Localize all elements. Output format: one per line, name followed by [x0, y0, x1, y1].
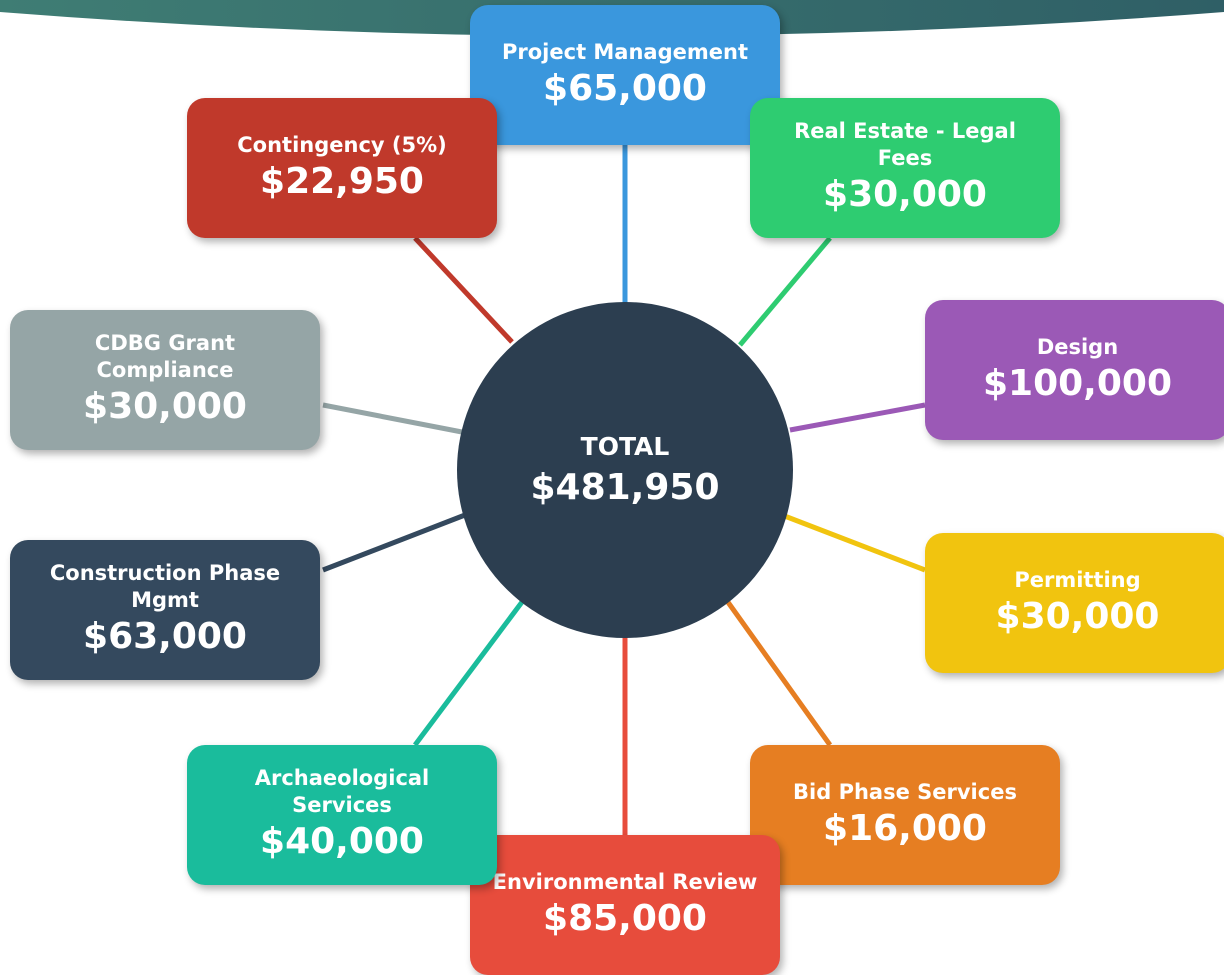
connector: [413, 236, 514, 344]
box-label: Construction Phase Mgmt: [49, 561, 281, 612]
cost-box: Environmental Review $85,000: [470, 835, 780, 975]
cost-box: Real Estate - Legal Fees $30,000: [750, 98, 1060, 238]
box-label: CDBG Grant Compliance: [94, 331, 236, 382]
box-label: Contingency (5%): [237, 132, 447, 157]
box-amount: $30,000: [995, 595, 1160, 637]
total-amount: $481,950: [530, 467, 720, 508]
box-label: Permitting: [1014, 567, 1141, 592]
cost-box: CDBG Grant Compliance $30,000: [10, 310, 320, 450]
box-label: Archaeological Services: [254, 766, 430, 817]
total-label: TOTAL: [580, 432, 670, 461]
cost-box: Project Management $65,000: [470, 5, 780, 145]
total-circle: TOTAL $481,950: [457, 302, 793, 638]
box-amount: $63,000: [83, 616, 247, 657]
box-amount: $65,000: [543, 67, 707, 109]
box-amount: $40,000: [260, 821, 424, 862]
cost-box: Bid Phase Services $16,000: [750, 745, 1060, 885]
box-amount: $22,950: [260, 160, 424, 202]
box-amount: $16,000: [823, 807, 987, 849]
connector: [781, 512, 926, 573]
cost-box: Contingency (5%) $22,950: [187, 98, 497, 238]
connector: [412, 596, 528, 747]
box-amount: $30,000: [83, 386, 247, 427]
box-label: Project Management: [502, 39, 748, 64]
connector: [722, 596, 833, 747]
connector: [322, 512, 466, 573]
box-amount: $30,000: [823, 174, 987, 215]
box-amount: $85,000: [543, 897, 707, 939]
cost-box: Design $100,000: [925, 300, 1224, 440]
connector: [789, 402, 926, 433]
box-label: Bid Phase Services: [793, 779, 1017, 804]
connector: [322, 402, 463, 435]
box-label: Design: [1036, 334, 1119, 359]
box-label: Real Estate - Legal Fees: [794, 119, 1016, 170]
cost-box: Construction Phase Mgmt $63,000: [10, 540, 320, 680]
cost-box: Permitting $30,000: [925, 533, 1224, 673]
connector: [738, 236, 832, 347]
box-label: Environmental Review: [492, 869, 758, 894]
cost-box: Archaeological Services $40,000: [187, 745, 497, 885]
box-amount: $100,000: [982, 362, 1173, 404]
